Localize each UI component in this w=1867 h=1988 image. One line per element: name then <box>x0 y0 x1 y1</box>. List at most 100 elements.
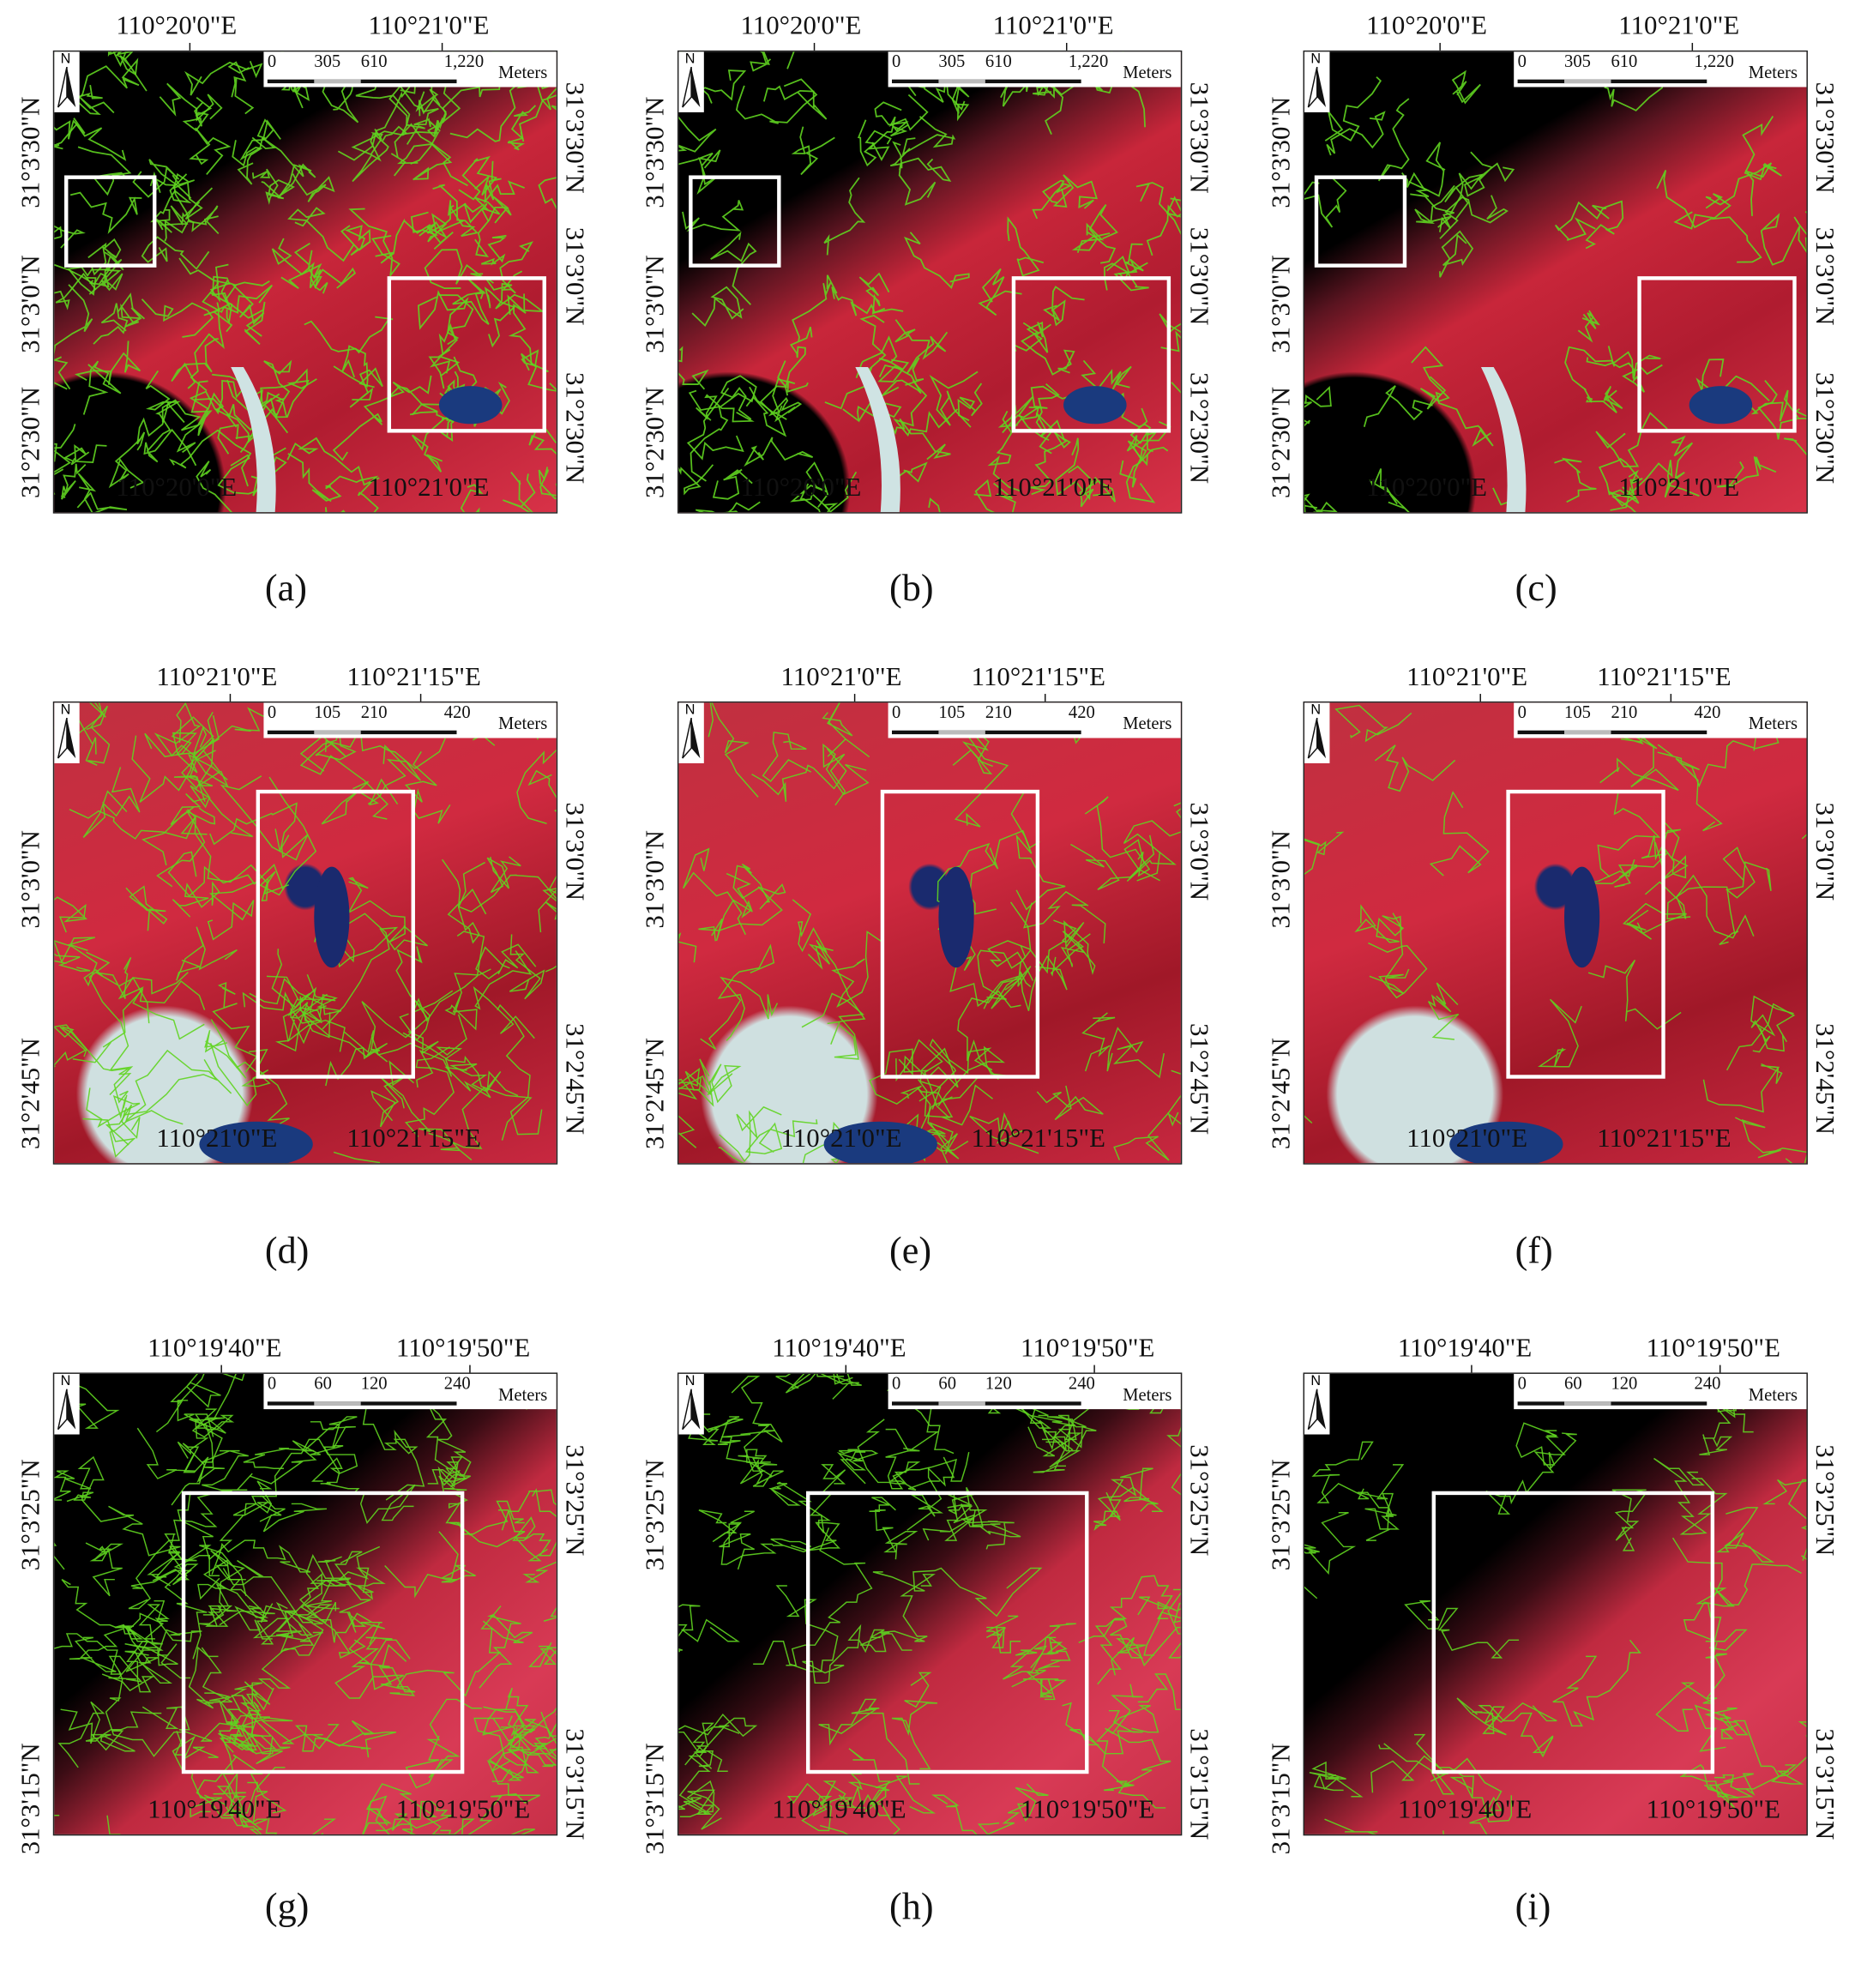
left-latitude-label: 31°3'15"N <box>15 1743 45 1855</box>
scale-label: 105 <box>314 703 341 723</box>
scale-unit: Meters <box>1748 715 1798 735</box>
scale-bar-segment <box>314 730 361 735</box>
right-latitude-label: 31°3'25"N <box>1810 1444 1841 1557</box>
scale-bar: 0 60 120 240 Meters <box>263 1373 557 1410</box>
right-latitude-label: 31°3'0"N <box>560 226 591 326</box>
scale-label: 610 <box>985 52 1012 72</box>
scale-label: 60 <box>938 1375 957 1395</box>
map-panel-g: 110°19'40"E 110°19'50"E N 0 60 120 240 Meters 11… <box>15 1322 608 1954</box>
scale-label: 240 <box>1694 1375 1721 1395</box>
panel-caption: (g) <box>264 1886 310 1928</box>
scale-unit: Meters <box>1748 1386 1798 1406</box>
north-label: N <box>1310 51 1322 67</box>
scale-label: 305 <box>938 52 966 72</box>
left-latitude-label: 31°3'25"N <box>1265 1459 1296 1571</box>
scale-label: 420 <box>1694 703 1721 723</box>
top-longitude-label: 110°19'40"E <box>772 1332 906 1363</box>
scale-bar-line <box>267 1401 457 1406</box>
left-latitude-label: 31°3'15"N <box>639 1743 671 1855</box>
scale-unit: Meters <box>1123 715 1172 735</box>
left-latitude-label: 31°3'0"N <box>1265 830 1296 929</box>
right-latitude-label: 31°3'30"N <box>1810 81 1841 194</box>
north-label: N <box>684 51 696 67</box>
left-latitude-label: 31°3'30"N <box>639 96 671 208</box>
scale-bar-line <box>891 1401 1081 1406</box>
right-latitude-label: 31°3'15"N <box>1184 1728 1215 1840</box>
scale-label: 420 <box>1068 703 1095 723</box>
panel-caption: (e) <box>889 1230 932 1272</box>
bottom-longitude-label: 110°21'0"E <box>780 1123 902 1154</box>
scale-unit: Meters <box>498 64 548 84</box>
scale-bar-segment <box>314 1401 361 1406</box>
north-label: N <box>60 1373 71 1389</box>
top-tick <box>1439 43 1441 51</box>
right-latitude-label: 31°3'15"N <box>560 1728 591 1840</box>
scale-bar-line <box>1517 730 1707 735</box>
top-longitude-label: 110°21'0"E <box>368 9 490 41</box>
left-latitude-label: 31°3'30"N <box>15 96 45 208</box>
scale-unit: Meters <box>1123 64 1172 84</box>
top-longitude-label: 110°21'15"E <box>1597 660 1731 692</box>
scale-bar: 0 305 610 1,220 Meters <box>1514 51 1807 87</box>
satellite-map: N 0 60 120 240 Meters <box>1303 1372 1808 1836</box>
north-label: N <box>60 702 71 718</box>
scale-label: 0 <box>891 1375 901 1395</box>
top-tick <box>1479 694 1481 702</box>
bottom-longitude-label: 110°21'15"E <box>346 1123 481 1154</box>
north-arrow-icon: N <box>54 702 80 763</box>
top-tick <box>220 1364 222 1373</box>
bottom-longitude-label: 110°21'0"E <box>156 1123 278 1154</box>
scale-label: 240 <box>1068 1375 1095 1395</box>
scale-label: 0 <box>267 1375 277 1395</box>
bottom-longitude-label: 110°19'40"E <box>148 1793 282 1825</box>
top-longitude-label: 110°21'0"E <box>992 9 1114 41</box>
highlight-box <box>64 175 157 268</box>
panel-caption: (h) <box>889 1886 934 1928</box>
north-label: N <box>684 702 696 718</box>
top-longitude-label: 110°19'50"E <box>1646 1332 1781 1363</box>
top-longitude-label: 110°19'50"E <box>1021 1332 1155 1363</box>
highlight-box <box>689 175 781 268</box>
bottom-longitude-label: 110°21'0"E <box>1406 1123 1528 1154</box>
segmentation-boundaries <box>54 702 557 1164</box>
scale-bar: 0 105 210 420 Meters <box>263 702 557 738</box>
satellite-map: N 0 305 610 1,220 Meters <box>677 50 1183 514</box>
bottom-longitude-label: 110°21'0"E <box>992 472 1114 503</box>
north-label: N <box>60 51 71 67</box>
map-panel-d: 110°21'0"E 110°21'15"E N 0 105 210 420 Meters 11… <box>15 651 608 1282</box>
right-latitude-label: 31°3'25"N <box>1184 1444 1215 1557</box>
right-latitude-label: 31°3'0"N <box>560 802 591 901</box>
left-latitude-label: 31°3'0"N <box>15 830 45 929</box>
scale-bar: 0 60 120 240 Meters <box>888 1373 1181 1410</box>
scale-label: 0 <box>1517 703 1527 723</box>
top-tick <box>1719 1364 1721 1373</box>
scale-label: 0 <box>891 52 901 72</box>
scale-label: 305 <box>314 52 341 72</box>
map-panel-a: 110°20'0"E 110°21'0"E N 0 305 610 1,220 Meters 1… <box>15 0 608 631</box>
highlight-box <box>1506 789 1665 1079</box>
top-tick <box>1691 43 1694 51</box>
scale-unit: Meters <box>1748 64 1798 84</box>
left-latitude-label: 31°3'25"N <box>15 1459 45 1571</box>
scale-bar: 0 60 120 240 Meters <box>1514 1373 1807 1410</box>
panel-caption: (a) <box>264 567 307 610</box>
left-latitude-label: 31°2'45"N <box>15 1038 45 1150</box>
scale-label: 0 <box>1517 52 1527 72</box>
right-latitude-label: 31°2'30"N <box>1810 371 1841 485</box>
highlight-box <box>1431 1491 1715 1774</box>
bottom-longitude-label: 110°19'50"E <box>1646 1793 1781 1825</box>
bottom-longitude-label: 110°21'15"E <box>971 1123 1106 1154</box>
scale-label: 610 <box>1611 52 1638 72</box>
top-tick <box>853 694 856 702</box>
left-latitude-label: 31°3'0"N <box>639 830 671 929</box>
north-arrow-icon: N <box>678 51 704 112</box>
bottom-longitude-label: 110°20'0"E <box>116 472 238 503</box>
scale-bar: 0 105 210 420 Meters <box>888 702 1181 738</box>
scale-label: 420 <box>443 703 471 723</box>
scale-label: 105 <box>1564 703 1591 723</box>
map-panel-b: 110°20'0"E 110°21'0"E N 0 305 610 1,220 Meters 1… <box>640 0 1232 631</box>
panel-caption: (f) <box>1515 1230 1553 1272</box>
scale-unit: Meters <box>1123 1386 1172 1406</box>
north-label: N <box>684 1373 696 1389</box>
bottom-longitude-label: 110°21'0"E <box>368 472 490 503</box>
